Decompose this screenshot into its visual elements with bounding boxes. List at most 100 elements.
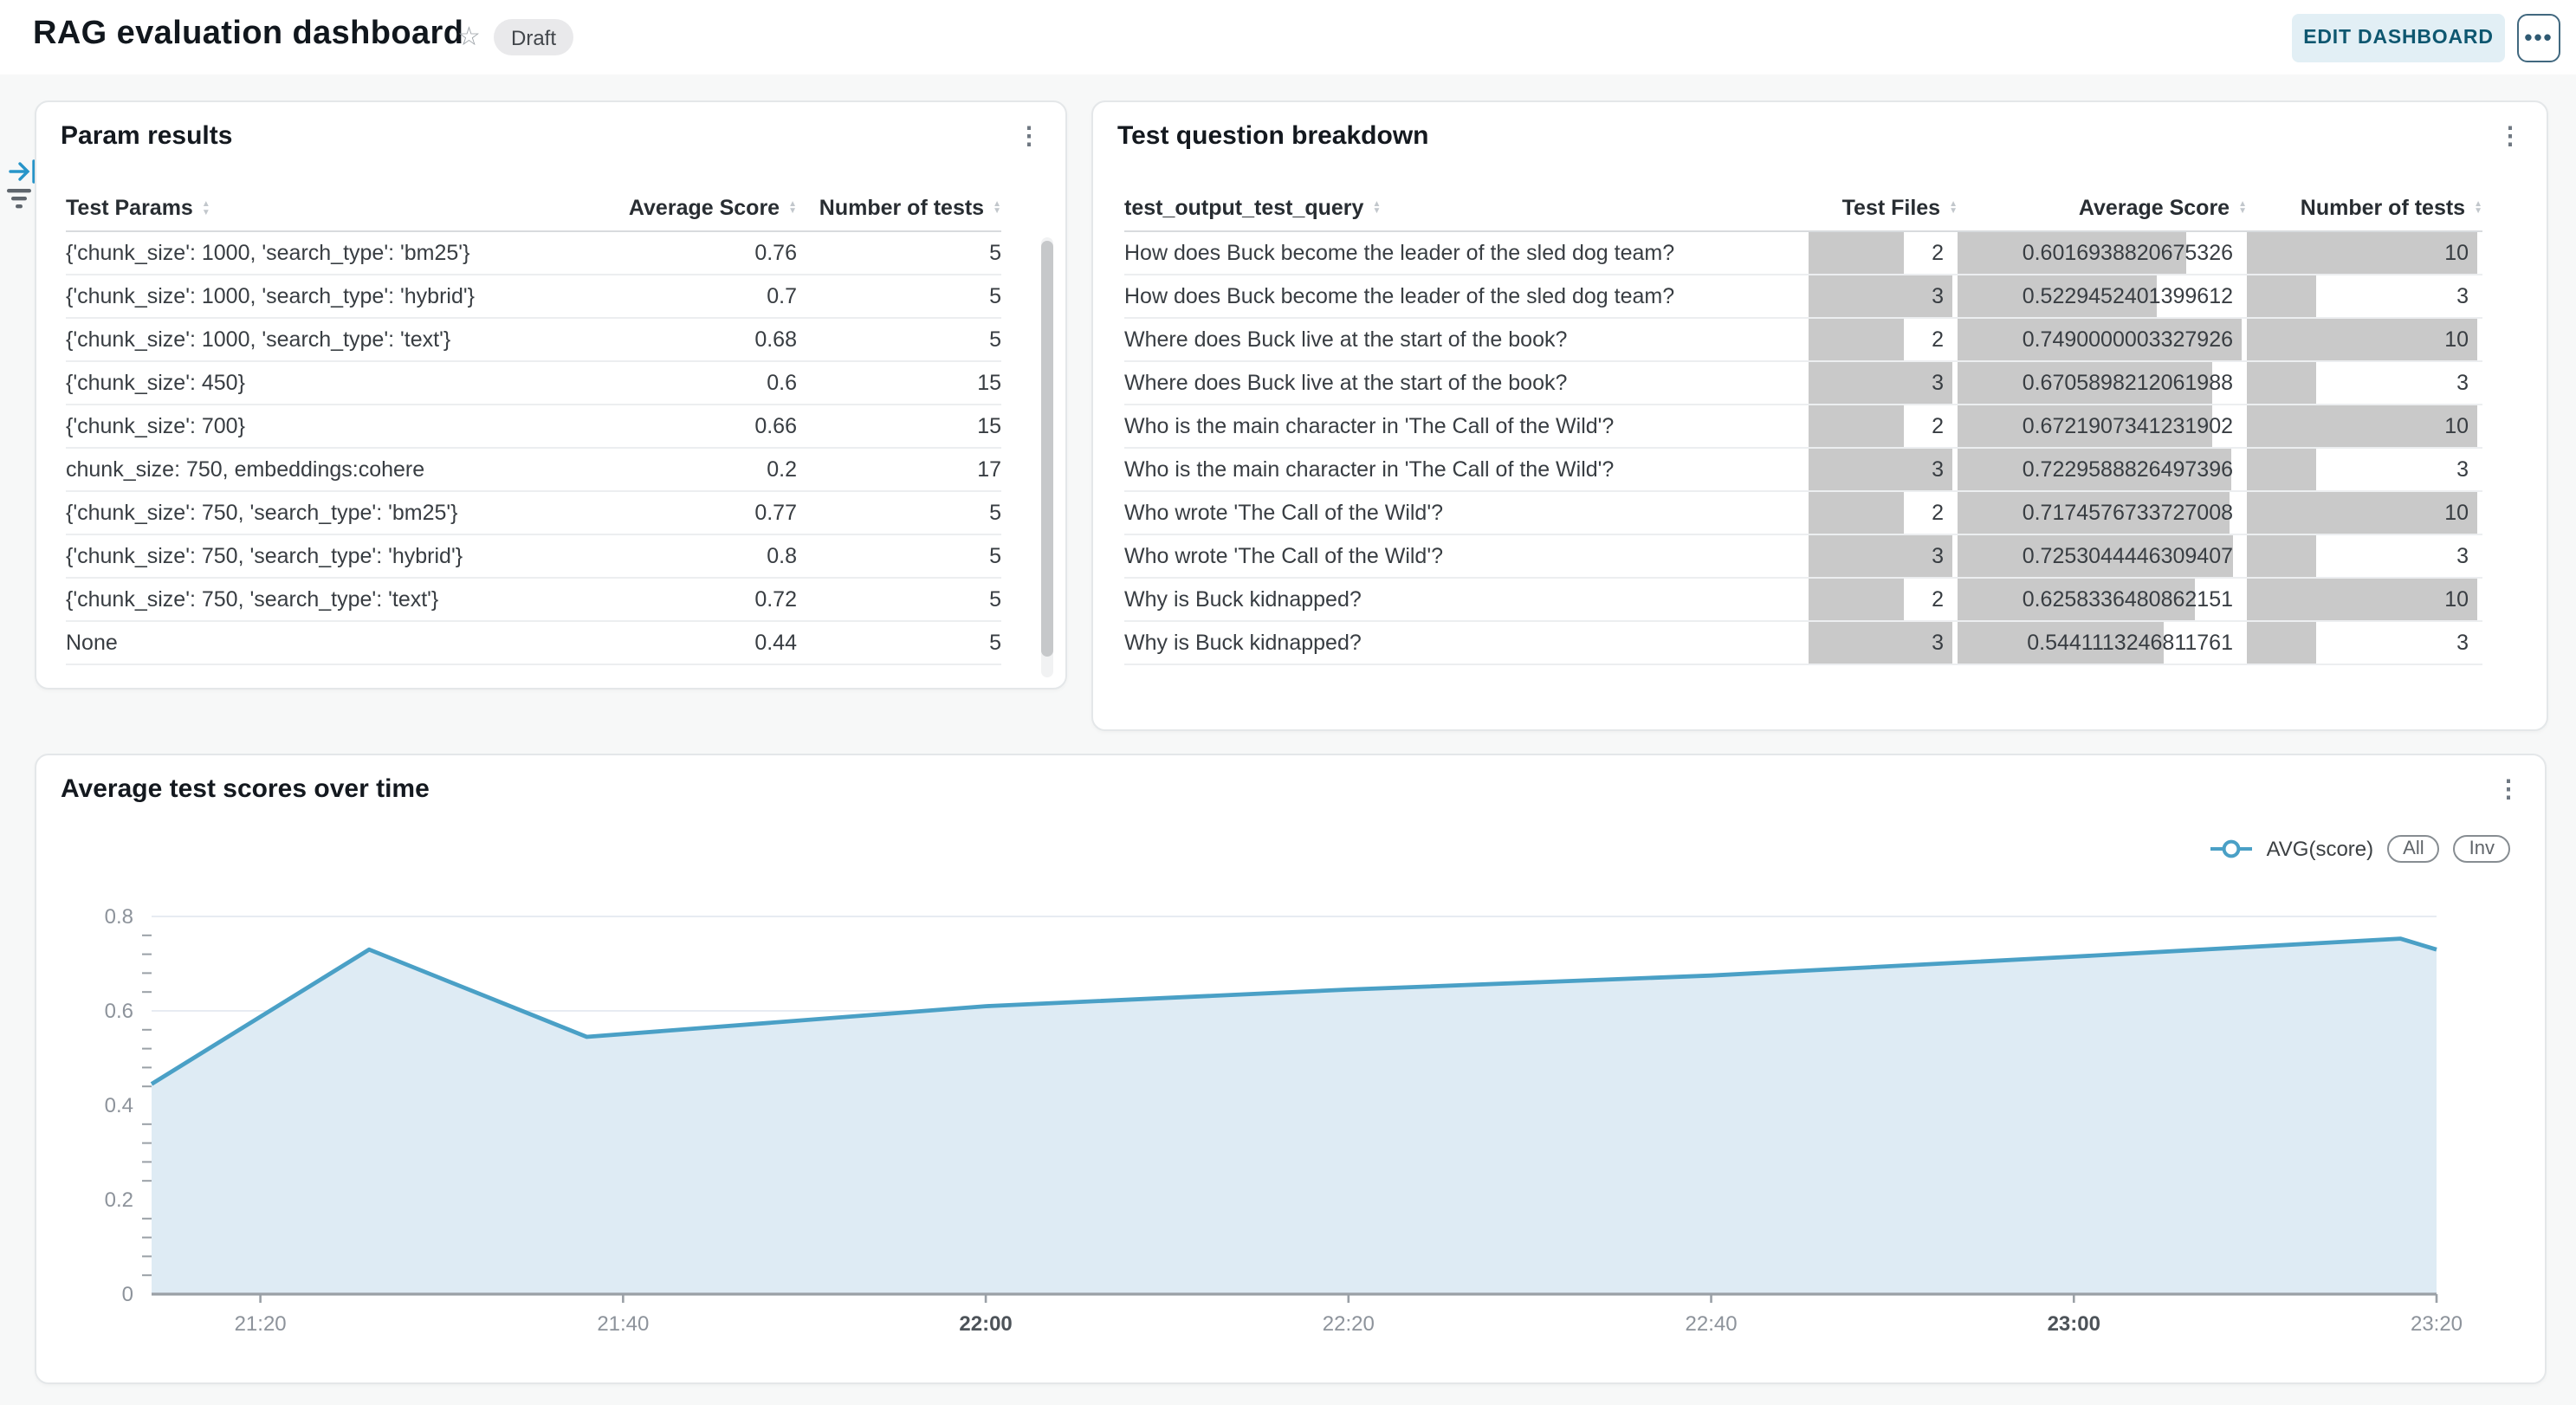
cell-value: 2 xyxy=(1932,586,1944,611)
query-cell: Who wrote 'The Call of the Wild'? xyxy=(1124,544,1444,568)
table-row[interactable]: Where does Buck live at the start of the… xyxy=(1124,361,2482,405)
data-bar xyxy=(1809,578,1905,619)
column-header-query[interactable]: test_output_test_query ▲ ▼ xyxy=(1124,196,1382,220)
legend-inv-button[interactable]: Inv xyxy=(2453,835,2510,863)
legend-all-button[interactable]: All xyxy=(2387,835,2440,863)
data-bar-cell: 0.7253044446309407 xyxy=(1958,534,2247,578)
data-bar-cell: 3 xyxy=(1809,448,1958,491)
cell-value: 3 xyxy=(1932,630,1944,654)
table-cell: 0.66 xyxy=(754,414,797,438)
table-row[interactable]: {'chunk_size': 1000, 'search_type': 'hyb… xyxy=(66,275,1001,319)
data-bar xyxy=(1809,361,1952,403)
cell-value: 10 xyxy=(2444,500,2469,524)
table-row[interactable]: Who is the main character in 'The Call o… xyxy=(1124,448,2482,492)
data-bar xyxy=(1809,534,1952,576)
table-cell: {'chunk_size': 750, 'search_type': 'text… xyxy=(66,587,439,612)
query-cell: Who is the main character in 'The Call o… xyxy=(1124,457,1615,482)
table-cell: 17 xyxy=(977,457,1001,482)
vertical-scrollbar[interactable] xyxy=(1041,237,1053,677)
data-bar xyxy=(1958,448,2232,489)
table-row[interactable]: How does Buck become the leader of the s… xyxy=(1124,275,2482,319)
column-header-test-files[interactable]: Test Files ▲ ▼ xyxy=(1841,196,1958,220)
sort-icon: ▲ ▼ xyxy=(201,199,210,218)
question-breakdown-table: test_output_test_query ▲ ▼ Test Files ▲ ▼ Av… xyxy=(1124,185,2482,665)
status-badge: Draft xyxy=(494,19,574,55)
table-row[interactable]: {'chunk_size': 450} 0.6 15 xyxy=(66,362,1001,405)
sort-icon: ▲ ▼ xyxy=(2474,198,2482,217)
svg-text:22:00: 22:00 xyxy=(959,1312,1012,1336)
table-row[interactable]: chunk_size: 750, embeddings:cohere 0.2 17 xyxy=(66,449,1001,492)
data-bar-cell: 0.7174576733727008 xyxy=(1958,491,2247,534)
column-header-number-of-tests[interactable]: Number of tests ▲ ▼ xyxy=(819,196,1001,220)
data-bar xyxy=(1958,491,2230,533)
table-cell: 0.76 xyxy=(754,241,797,265)
query-cell: Where does Buck live at the start of the… xyxy=(1124,371,1568,395)
column-header-average-score[interactable]: Average Score ▲ ▼ xyxy=(2078,196,2247,220)
table-row[interactable]: None 0.44 5 xyxy=(66,622,1001,665)
table-cell: {'chunk_size': 1000, 'search_type': 'hyb… xyxy=(66,284,475,308)
data-bar-cell: 0.5229452401399612 xyxy=(1958,275,2247,318)
table-row[interactable]: {'chunk_size': 750, 'search_type': 'bm25… xyxy=(66,492,1001,535)
card-title: Average test scores over time xyxy=(61,774,430,804)
filter-icon[interactable] xyxy=(5,187,33,218)
table-row[interactable]: {'chunk_size': 750, 'search_type': 'hybr… xyxy=(66,535,1001,579)
table-row[interactable]: Who is the main character in 'The Call o… xyxy=(1124,405,2482,449)
table-cell: {'chunk_size': 450} xyxy=(66,371,245,395)
card-title: Test question breakdown xyxy=(1117,121,1429,151)
column-header-average-score[interactable]: Average Score ▲ ▼ xyxy=(628,196,797,220)
svg-text:0.8: 0.8 xyxy=(105,905,133,929)
table-cell: {'chunk_size': 750, 'search_type': 'bm25… xyxy=(66,501,458,525)
svg-text:0.2: 0.2 xyxy=(105,1188,133,1212)
data-bar xyxy=(1958,578,2196,619)
cell-value: 3 xyxy=(2456,370,2469,394)
sort-icon: ▲ ▼ xyxy=(1949,198,1958,217)
column-header-test-params[interactable]: Test Params ▲ ▼ xyxy=(66,196,210,220)
cell-value: 10 xyxy=(2444,240,2469,264)
card-title: Param results xyxy=(61,121,233,151)
cell-value: 3 xyxy=(2456,283,2469,308)
column-header-number-of-tests[interactable]: Number of tests ▲ ▼ xyxy=(2300,196,2482,220)
table-row[interactable]: {'chunk_size': 750, 'search_type': 'text… xyxy=(66,579,1001,622)
area-chart[interactable]: 0 0.2 0.4 0.6 0.8 21:20 21:40 22:00 22:20 22:40 23… xyxy=(36,755,2545,1382)
data-bar xyxy=(2247,275,2316,316)
data-bar xyxy=(2247,578,2477,619)
table-row[interactable]: How does Buck become the leader of the s… xyxy=(1124,231,2482,275)
table-row[interactable]: Where does Buck live at the start of the… xyxy=(1124,318,2482,362)
data-bar xyxy=(1809,448,1952,489)
table-row[interactable]: {'chunk_size': 1000, 'search_type': 'tex… xyxy=(66,319,1001,362)
table-cell: 0.2 xyxy=(767,457,797,482)
edit-dashboard-button[interactable]: EDIT DASHBOARD xyxy=(2292,14,2505,62)
scrollbar-thumb[interactable] xyxy=(1041,241,1053,657)
star-icon[interactable]: ☆ xyxy=(457,23,481,52)
table-row[interactable]: Why is Buck kidnapped? 2 0.625833648086215… xyxy=(1124,578,2482,622)
table-row[interactable]: {'chunk_size': 700} 0.66 15 xyxy=(66,405,1001,449)
table-cell: 5 xyxy=(989,327,1001,352)
top-header: RAG evaluation dashboard ☆ Draft EDIT DA… xyxy=(0,0,2576,74)
svg-text:21:20: 21:20 xyxy=(235,1312,287,1336)
table-cell: 5 xyxy=(989,284,1001,308)
kebab-menu-icon[interactable]: ⋮ xyxy=(2496,774,2521,802)
svg-text:21:40: 21:40 xyxy=(597,1312,649,1336)
table-row[interactable]: {'chunk_size': 1000, 'search_type': 'bm2… xyxy=(66,232,1001,275)
kebab-menu-icon[interactable]: ⋮ xyxy=(2498,121,2522,149)
cell-value: 0.7253044446309407 xyxy=(2022,543,2233,567)
data-bar-cell: 2 xyxy=(1809,405,1958,448)
table-cell: None xyxy=(66,631,118,655)
cell-value: 2 xyxy=(1932,500,1944,524)
data-bar xyxy=(1809,491,1905,533)
table-cell: 0.44 xyxy=(754,631,797,655)
table-cell: 5 xyxy=(989,544,1001,568)
table-row[interactable]: Why is Buck kidnapped? 3 0.544111324681176… xyxy=(1124,621,2482,665)
table-row[interactable]: Who wrote 'The Call of the Wild'? 3 0.7253… xyxy=(1124,534,2482,579)
kebab-menu-icon[interactable]: ⋮ xyxy=(1017,121,1041,149)
data-bar xyxy=(2247,231,2477,273)
table-row[interactable]: Who wrote 'The Call of the Wild'? 2 0.7174… xyxy=(1124,491,2482,535)
collapse-panel-icon[interactable] xyxy=(9,158,38,194)
cell-value: 0.7490000003327926 xyxy=(2022,327,2233,351)
table-cell: {'chunk_size': 700} xyxy=(66,414,245,438)
more-actions-button[interactable]: ••• xyxy=(2517,14,2560,62)
table-cell: {'chunk_size': 1000, 'search_type': 'bm2… xyxy=(66,241,470,265)
query-cell: Why is Buck kidnapped? xyxy=(1124,631,1362,655)
data-bar xyxy=(2247,621,2316,663)
data-bar xyxy=(1958,361,2212,403)
